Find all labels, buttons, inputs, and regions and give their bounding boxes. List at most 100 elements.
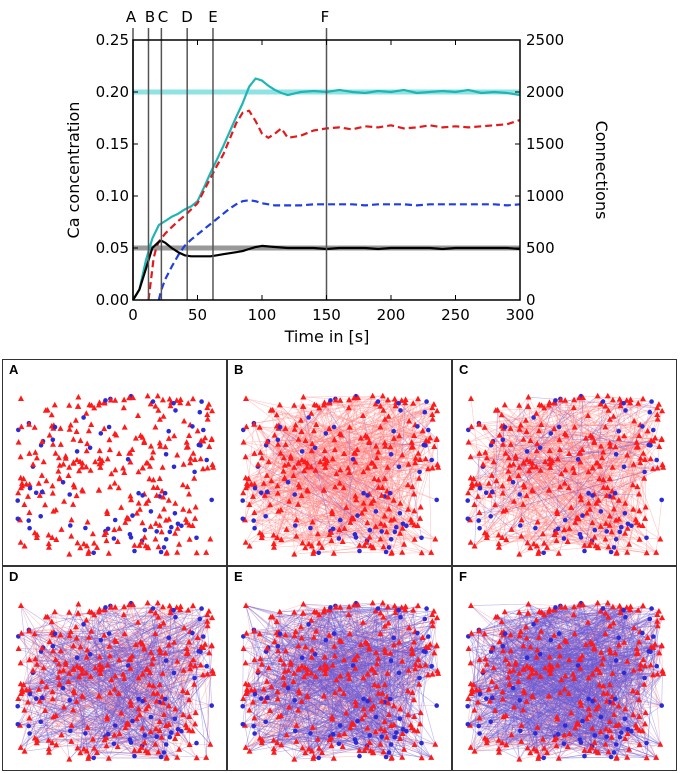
excitatory-neuron xyxy=(527,437,534,443)
inhibitory-neuron xyxy=(209,497,214,503)
inhibitory-neuron xyxy=(140,493,145,498)
excitatory-neuron xyxy=(606,416,613,422)
excitatory-neuron xyxy=(267,501,274,508)
excitatory-neuron xyxy=(154,392,161,399)
excitatory-neuron xyxy=(277,450,284,456)
excitatory-neuron xyxy=(43,683,50,690)
excitatory-neuron xyxy=(250,493,256,499)
excitatory-neuron xyxy=(135,674,142,681)
excitatory-neuron xyxy=(308,447,315,454)
excitatory-neuron xyxy=(489,438,496,445)
excitatory-neuron xyxy=(600,655,607,661)
excitatory-neuron xyxy=(341,656,348,663)
excitatory-neuron xyxy=(19,482,26,489)
excitatory-neuron xyxy=(630,667,637,673)
excitatory-neuron xyxy=(174,451,181,458)
excitatory-neuron xyxy=(281,668,288,674)
excitatory-neuron xyxy=(56,681,63,688)
excitatory-neuron xyxy=(606,439,613,446)
excitatory-neuron xyxy=(305,540,312,547)
excitatory-neuron xyxy=(382,649,389,656)
excitatory-neuron xyxy=(534,440,541,447)
inhibitory-neuron xyxy=(421,442,427,448)
excitatory-neuron xyxy=(159,464,166,470)
excitatory-neuron xyxy=(121,396,128,403)
excitatory-neuron xyxy=(185,400,192,406)
excitatory-neuron xyxy=(129,652,136,659)
excitatory-neuron xyxy=(496,432,503,438)
excitatory-neuron xyxy=(192,503,199,510)
excitatory-neuron xyxy=(495,745,502,752)
inhibitory-neuron xyxy=(629,523,634,529)
excitatory-neuron xyxy=(408,645,415,652)
excitatory-neuron xyxy=(406,624,413,631)
excitatory-neuron xyxy=(328,537,335,544)
excitatory-neuron xyxy=(56,462,63,468)
excitatory-neuron xyxy=(524,403,531,409)
excitatory-neuron xyxy=(571,630,578,637)
excitatory-neuron xyxy=(128,702,135,708)
excitatory-neuron xyxy=(372,607,379,614)
excitatory-neuron xyxy=(332,396,339,403)
inhibitory-neuron xyxy=(396,401,401,406)
excitatory-neuron xyxy=(643,754,650,761)
excitatory-neuron xyxy=(633,439,640,445)
excitatory-neuron xyxy=(18,630,25,636)
inhibitory-neuron xyxy=(171,464,177,470)
inhibitory-neuron xyxy=(258,696,264,701)
excitatory-neuron xyxy=(147,607,154,614)
excitatory-neuron xyxy=(251,627,258,634)
excitatory-neuron xyxy=(45,737,52,743)
inhibitory-neuron xyxy=(654,457,659,463)
excitatory-neuron xyxy=(364,434,371,440)
excitatory-neuron xyxy=(622,705,629,712)
excitatory-neuron xyxy=(535,427,542,434)
excitatory-neuron xyxy=(122,519,129,525)
inhibitory-neuron xyxy=(357,548,362,554)
excitatory-neuron xyxy=(469,688,476,695)
excitatory-neuron xyxy=(490,458,497,465)
inhibitory-neuron xyxy=(415,630,420,636)
excitatory-neuron xyxy=(79,460,86,466)
excitatory-neuron xyxy=(116,730,123,737)
excitatory-neuron xyxy=(243,630,250,636)
excitatory-neuron xyxy=(126,394,133,401)
excitatory-neuron xyxy=(96,693,102,699)
excitatory-neuron xyxy=(321,606,328,612)
excitatory-neuron xyxy=(402,606,409,613)
excitatory-neuron xyxy=(467,659,474,666)
inhibitory-neuron xyxy=(392,734,398,740)
excitatory-neuron xyxy=(615,641,622,648)
excitatory-neuron xyxy=(87,673,94,679)
excitatory-neuron xyxy=(580,394,586,401)
excitatory-neuron xyxy=(161,505,167,512)
inhibitory-neuron xyxy=(361,696,366,702)
excitatory-neuron xyxy=(130,601,136,608)
excitatory-neuron xyxy=(606,622,613,629)
excitatory-neuron xyxy=(242,539,249,545)
excitatory-neuron xyxy=(602,535,609,542)
inhibitory-neuron xyxy=(252,485,258,491)
excitatory-neuron xyxy=(612,443,619,450)
excitatory-neuron xyxy=(346,396,353,403)
excitatory-neuron xyxy=(127,665,134,671)
excitatory-neuron xyxy=(575,721,582,727)
excitatory-neuron xyxy=(302,544,309,551)
excitatory-neuron xyxy=(524,456,530,463)
excitatory-neuron xyxy=(602,741,609,747)
y-axis-label-right: Connections xyxy=(592,121,611,220)
excitatory-neuron xyxy=(299,662,305,669)
excitatory-neuron xyxy=(640,656,647,663)
excitatory-neuron xyxy=(377,609,384,616)
excitatory-neuron xyxy=(467,474,474,481)
excitatory-neuron xyxy=(181,624,188,631)
excitatory-neuron xyxy=(107,689,114,696)
excitatory-neuron xyxy=(346,603,353,610)
excitatory-neuron xyxy=(21,748,28,754)
excitatory-neuron xyxy=(537,467,544,473)
excitatory-neuron xyxy=(383,734,390,740)
excitatory-neuron xyxy=(642,662,648,669)
excitatory-neuron xyxy=(644,634,651,640)
inhibitory-neuron xyxy=(659,703,664,708)
excitatory-neuron xyxy=(149,454,155,461)
